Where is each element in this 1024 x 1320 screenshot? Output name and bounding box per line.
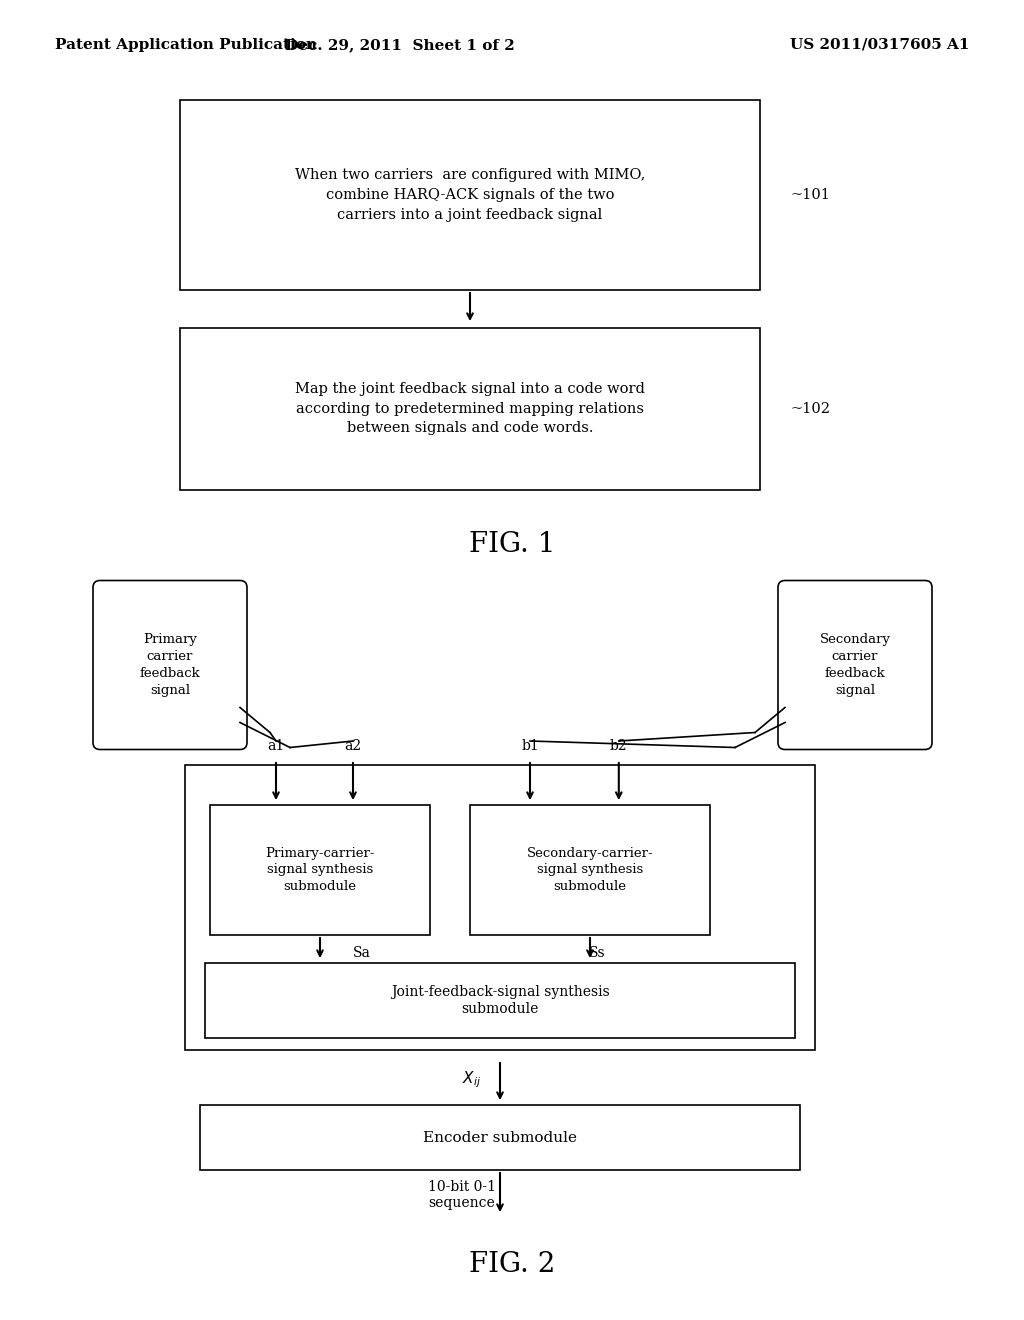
Text: b1: b1 bbox=[521, 739, 539, 752]
Text: Patent Application Publication: Patent Application Publication bbox=[55, 38, 317, 51]
Text: Ss: Ss bbox=[589, 946, 605, 960]
Text: Encoder submodule: Encoder submodule bbox=[423, 1130, 577, 1144]
Text: Primary
carrier
feedback
signal: Primary carrier feedback signal bbox=[139, 634, 201, 697]
Text: Secondary
carrier
feedback
signal: Secondary carrier feedback signal bbox=[819, 634, 891, 697]
Bar bbox=[205, 964, 795, 1038]
Text: US 2011/0317605 A1: US 2011/0317605 A1 bbox=[791, 38, 970, 51]
Text: b2: b2 bbox=[610, 739, 628, 752]
Text: Map the joint feedback signal into a code word
according to predetermined mappin: Map the joint feedback signal into a cod… bbox=[295, 383, 645, 436]
Text: When two carriers  are configured with MIMO,
combine HARQ-ACK signals of the two: When two carriers are configured with MI… bbox=[295, 169, 645, 222]
Text: Joint-feedback-signal synthesis
submodule: Joint-feedback-signal synthesis submodul… bbox=[390, 986, 609, 1015]
Text: ~101: ~101 bbox=[790, 187, 829, 202]
Text: Sa: Sa bbox=[352, 946, 371, 960]
Text: Dec. 29, 2011  Sheet 1 of 2: Dec. 29, 2011 Sheet 1 of 2 bbox=[285, 38, 515, 51]
FancyBboxPatch shape bbox=[93, 581, 247, 750]
Text: Primary-carrier-
signal synthesis
submodule: Primary-carrier- signal synthesis submod… bbox=[265, 846, 375, 894]
Text: Secondary-carrier-
signal synthesis
submodule: Secondary-carrier- signal synthesis subm… bbox=[526, 846, 653, 894]
FancyBboxPatch shape bbox=[778, 581, 932, 750]
Text: $X_{ij}$: $X_{ij}$ bbox=[462, 1069, 481, 1090]
Text: a2: a2 bbox=[344, 739, 361, 752]
Text: ~102: ~102 bbox=[790, 403, 830, 416]
Bar bbox=[200, 1105, 800, 1170]
Bar bbox=[210, 805, 430, 935]
Bar bbox=[470, 805, 710, 935]
Bar bbox=[185, 766, 815, 1049]
Bar bbox=[180, 327, 760, 490]
Text: FIG. 2: FIG. 2 bbox=[469, 1251, 555, 1279]
Bar bbox=[180, 100, 760, 290]
Text: a1: a1 bbox=[267, 739, 285, 752]
Text: FIG. 1: FIG. 1 bbox=[469, 532, 555, 558]
Text: 10-bit 0-1
sequence: 10-bit 0-1 sequence bbox=[428, 1180, 496, 1210]
